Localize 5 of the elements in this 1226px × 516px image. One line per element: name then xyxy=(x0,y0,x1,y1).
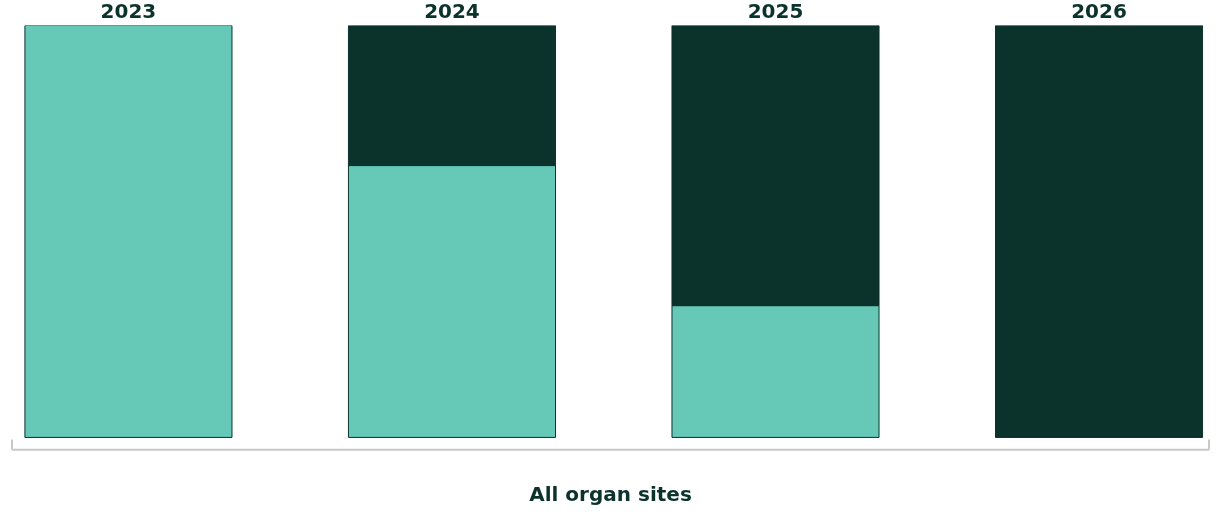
x-tick-label: 2023 xyxy=(100,0,157,23)
x-tick-label: 2025 xyxy=(747,0,804,23)
x-axis-title: All organ sites xyxy=(529,481,692,506)
x-tick-label: 2026 xyxy=(1071,0,1127,23)
x-tick-label: 2024 xyxy=(424,0,480,23)
